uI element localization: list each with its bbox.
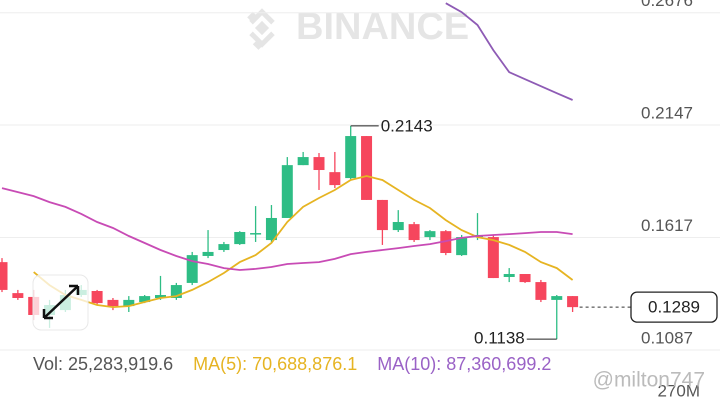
candle-body — [345, 136, 357, 179]
credit: @milton747 — [593, 369, 705, 392]
max-label: 0.2143 — [381, 116, 433, 135]
candle-body — [440, 231, 452, 254]
y-tick-label: 0.1617 — [641, 216, 693, 235]
candle-body — [12, 293, 24, 298]
candle-body — [361, 136, 373, 200]
candle-body — [424, 231, 436, 238]
candle-body — [519, 274, 531, 283]
expand-button[interactable] — [32, 274, 89, 331]
candle-body — [567, 296, 579, 308]
candle-body — [155, 295, 166, 298]
candle-body — [186, 255, 198, 283]
candle-body — [376, 199, 388, 231]
candle-body — [456, 237, 468, 256]
last-price-label: 0.1289 — [648, 298, 700, 317]
candle-body — [297, 157, 309, 166]
volume-legend-item: MA(10): 87,360,699.2 — [377, 354, 551, 374]
volume-axis-label: 270M — [657, 381, 700, 400]
candle-body — [551, 296, 563, 300]
ma-line — [445, 2, 573, 101]
candle-body — [329, 172, 341, 186]
min-label: 0.1138 — [474, 329, 525, 348]
plot-area: 0.2676 0.2147 0.1617 0.1087 0.2143 0.1138 0.12… — [0, 0, 720, 351]
candle-body — [281, 165, 293, 218]
candle-body — [91, 290, 103, 304]
candle-body — [0, 262, 8, 290]
candle-body — [218, 244, 230, 251]
candle-body — [139, 296, 151, 303]
candle-body — [503, 274, 515, 277]
candle-body — [392, 222, 404, 231]
candle-body — [408, 224, 420, 241]
candle-body — [202, 251, 214, 256]
candle-body — [265, 217, 277, 241]
y-tick-label: 0.2676 — [641, 0, 693, 10]
y-tick-label: 0.2147 — [641, 103, 693, 122]
last-price-box — [630, 291, 718, 323]
candle-body — [234, 231, 246, 245]
watermark-logo — [247, 8, 275, 50]
candle-body — [123, 299, 135, 307]
volume-legend-item: Vol: 25,283,919.6 — [33, 354, 173, 374]
candle-body — [170, 285, 182, 298]
candle-body — [107, 299, 119, 307]
volume-legend-item: MA(5): 70,688,876.1 — [193, 354, 357, 374]
watermark: BINANCE — [247, 6, 469, 50]
candle-body — [250, 233, 262, 235]
candle-body — [535, 282, 547, 300]
ma-line — [1, 187, 573, 271]
ma-line — [33, 175, 574, 309]
y-tick-label: 0.1087 — [641, 328, 693, 347]
candle-body — [313, 157, 325, 171]
expand-icon[interactable] — [42, 284, 80, 320]
candle-body — [487, 237, 499, 279]
